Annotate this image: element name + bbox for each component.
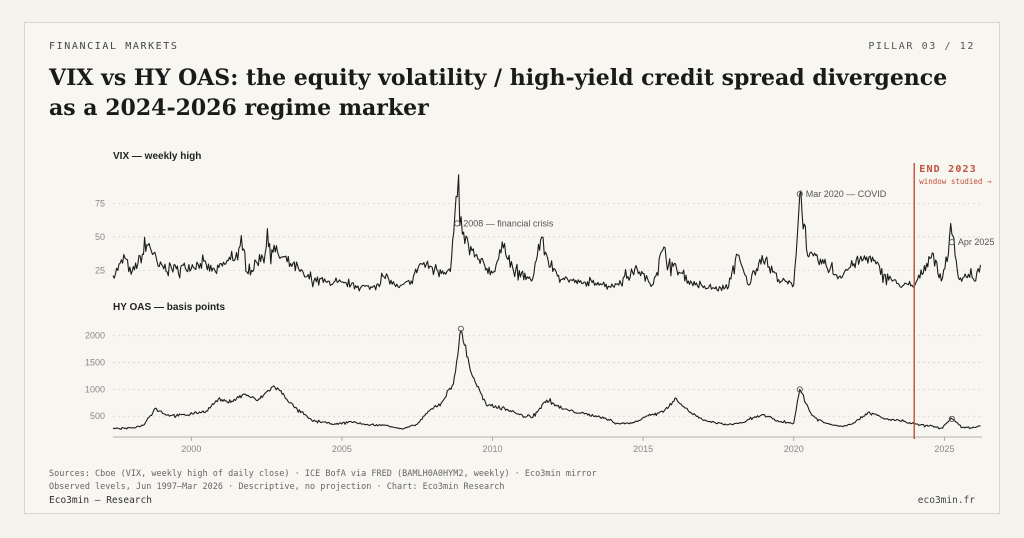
x-tick-label: 2025	[934, 444, 954, 454]
y-tick-label: 2000	[85, 331, 105, 341]
series-line	[112, 174, 982, 292]
x-tick-label: 2020	[784, 444, 804, 454]
sources-note: Sources: Cboe (VIX, weekly high of daily…	[49, 469, 597, 479]
brand-label: Eco3min — Research	[49, 495, 152, 506]
x-tick-label: 2005	[332, 444, 352, 454]
page-title: VIX vs HY OAS: the equity volatility / h…	[49, 65, 948, 121]
y-tick-label: 1000	[85, 384, 105, 394]
annotation-marker	[796, 386, 803, 393]
panel-title: VIX — weekly high	[113, 151, 201, 162]
panel-title: HY OAS — basis points	[113, 302, 225, 313]
annotation-marker	[454, 220, 461, 227]
regime-marker-sublabel: window studied →	[919, 177, 992, 186]
annotation-label: Apr 2025	[958, 237, 995, 247]
section-kicker: FINANCIAL MARKETS	[49, 41, 179, 52]
y-tick-label: 500	[90, 411, 105, 421]
chart-canvas: VIX — weekly high 25 50 75 2008 — financial …	[85, 151, 995, 454]
series-line	[112, 329, 981, 430]
y-tick-label: 50	[95, 232, 105, 242]
method-note: Observed levels, Jun 1997–Mar 2026 · Des…	[49, 482, 505, 492]
regime-marker-label: END 2023	[919, 164, 977, 175]
y-tick-label: 75	[95, 198, 105, 208]
site-link[interactable]: eco3min.fr	[917, 495, 975, 506]
pillar-indicator: PILLAR 03 / 12	[868, 41, 975, 52]
annotation-marker	[948, 239, 955, 246]
annotation-marker	[457, 325, 464, 332]
x-tick-label: 2015	[633, 444, 653, 454]
annotation-marker	[796, 190, 803, 198]
x-tick-label: 2010	[483, 444, 503, 454]
y-tick-label: 1500	[85, 358, 105, 368]
annotation-label: 2008 — financial crisis	[463, 218, 554, 228]
x-tick-label: 2000	[181, 444, 201, 454]
chart-card: FINANCIAL MARKETS PILLAR 03 / 12 VIX vs …	[24, 22, 1000, 514]
annotation-marker	[948, 415, 955, 422]
y-tick-label: 25	[95, 265, 105, 275]
annotation-label: Mar 2020 — COVID	[806, 189, 887, 199]
